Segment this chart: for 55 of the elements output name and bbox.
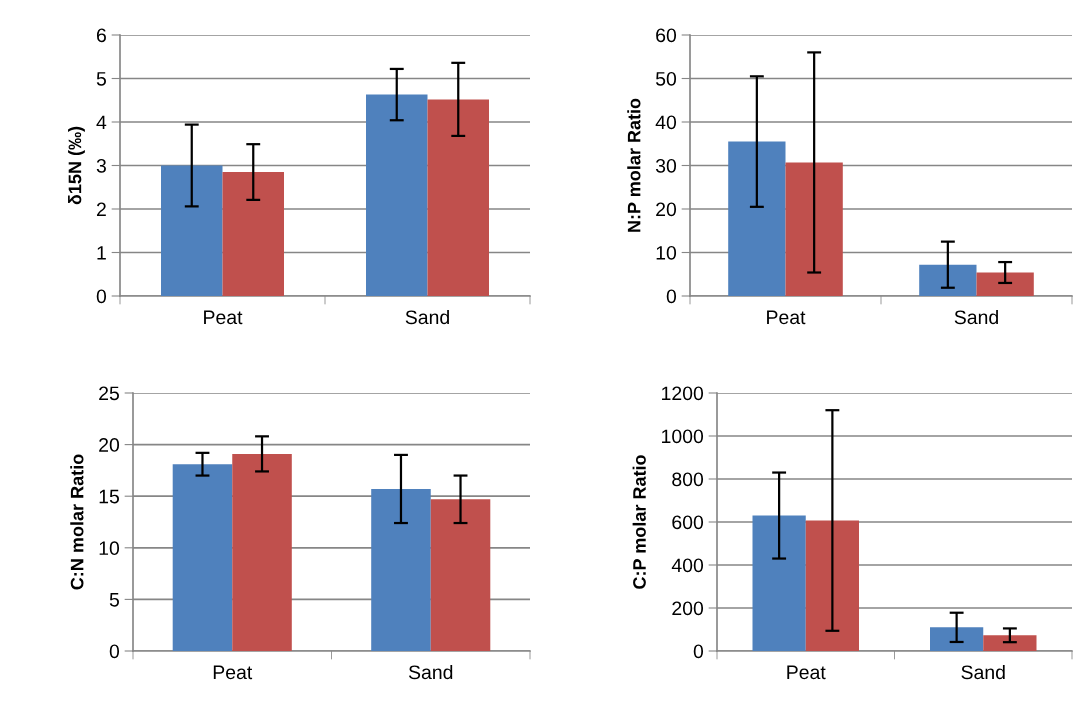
x-tick-label: Sand: [954, 309, 998, 325]
bar: [427, 99, 489, 296]
bar: [805, 520, 859, 651]
y-tick-label: 1200: [662, 386, 704, 401]
x-tick-label: Peat: [213, 665, 253, 680]
x-tick-label: Peat: [787, 665, 826, 680]
y-tick-label: 15: [99, 489, 119, 504]
bar: [728, 141, 786, 296]
y-tick-label: 20: [99, 438, 120, 452]
bar: [785, 162, 843, 296]
x-tick-label: Peat: [204, 310, 243, 325]
y-tick-label: 1: [97, 246, 106, 260]
y-tick-label: 30: [655, 158, 677, 173]
y-tick-label: 10: [656, 245, 677, 260]
x-tick-label: Peat: [767, 310, 806, 325]
bar: [983, 635, 1037, 651]
y-tick-label: 0: [666, 289, 677, 304]
y-axis-title: δ15N (‰): [68, 126, 85, 205]
bar: [752, 515, 806, 651]
bar: [976, 272, 1034, 296]
bar: [430, 499, 491, 651]
y-tick-label: 6: [96, 28, 106, 43]
x-tick-label: Sand: [408, 664, 453, 680]
y-tick-label: 0: [693, 644, 704, 659]
y-tick-label: 400: [671, 558, 704, 573]
y-tick-label: 200: [672, 601, 704, 616]
bar: [366, 94, 428, 296]
y-tick-label: 60: [656, 28, 677, 43]
bar: [919, 264, 977, 296]
y-tick-label: 50: [655, 71, 677, 86]
y-tick-label: 40: [655, 115, 677, 130]
y-tick-label: 3: [96, 158, 106, 173]
y-tick-label: 0: [109, 644, 120, 659]
y-axis-title: N:P molar Ratio: [627, 98, 641, 232]
bar: [930, 627, 984, 651]
y-tick-label: 1000: [662, 429, 704, 444]
x-tick-label: Sand: [961, 664, 1005, 680]
y-tick-label: 10: [99, 541, 120, 556]
bar: [371, 488, 431, 651]
y-tick-label: 0: [96, 289, 107, 304]
y-tick-label: 20: [656, 202, 677, 217]
bar: [232, 453, 292, 651]
x-tick-label: Sand: [405, 309, 449, 325]
y-tick-label: 600: [672, 515, 704, 530]
bar: [161, 165, 223, 296]
y-axis-title: C:P molar Ratio: [632, 455, 646, 589]
bar: [222, 172, 284, 296]
y-tick-label: 800: [672, 472, 704, 487]
y-tick-label: 5: [109, 593, 119, 607]
y-tick-label: 4: [96, 115, 107, 130]
y-tick-label: 25: [99, 386, 119, 401]
bar: [172, 464, 233, 651]
y-tick-label: 5: [96, 72, 106, 86]
y-tick-label: 2: [96, 202, 106, 217]
y-axis-title: C:N molar Ratio: [70, 454, 84, 590]
